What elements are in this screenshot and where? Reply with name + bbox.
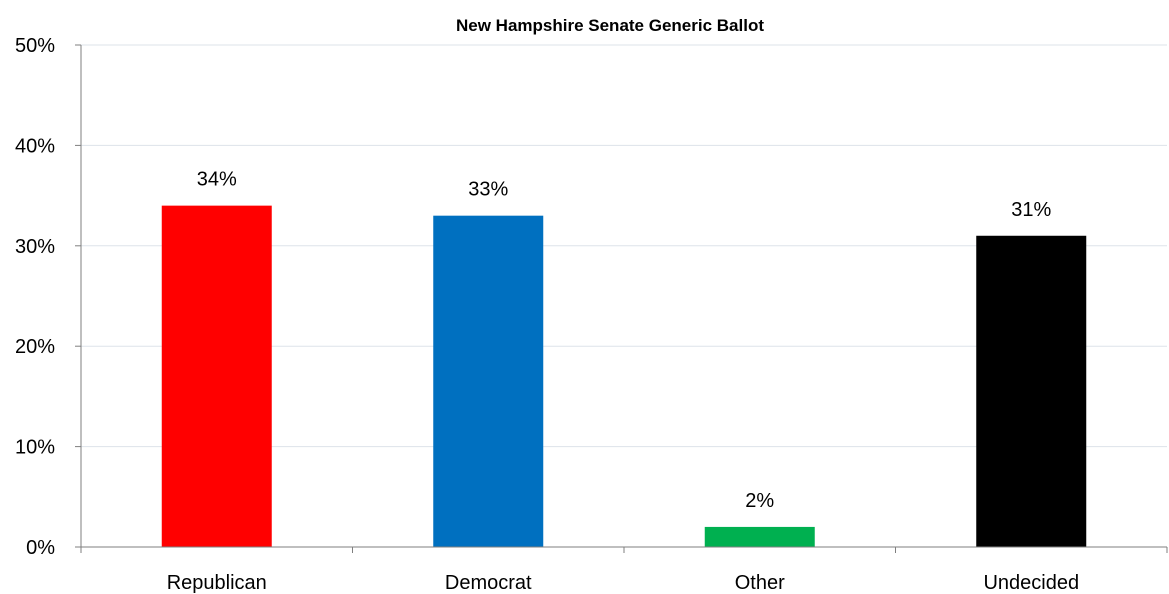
x-tick-label: Democrat xyxy=(445,572,532,594)
data-label: 34% xyxy=(197,169,237,191)
y-tick-label: 10% xyxy=(15,437,55,459)
bar-other xyxy=(704,526,815,547)
y-tick-label: 30% xyxy=(15,236,55,258)
x-tick-label: Other xyxy=(735,572,785,594)
bar-republican xyxy=(161,205,272,547)
bar-democrat xyxy=(433,215,544,547)
x-tick-label: Republican xyxy=(167,572,267,594)
y-tick-label: 0% xyxy=(26,537,55,559)
data-label: 2% xyxy=(745,490,774,512)
chart-title: New Hampshire Senate Generic Ballot xyxy=(456,16,764,35)
bar-undecided xyxy=(976,235,1087,547)
labels: 0% 10% 20% 30% 40% 50% 34% Republican 33% Democra… xyxy=(15,35,1079,594)
data-label: 31% xyxy=(1011,199,1051,221)
y-tick-label: 50% xyxy=(15,35,55,57)
axes xyxy=(75,44,1168,553)
bars xyxy=(161,205,1087,547)
data-label: 33% xyxy=(468,179,508,201)
y-tick-label: 20% xyxy=(15,336,55,358)
x-tick-label: Undecided xyxy=(983,572,1079,594)
y-tick-label: 40% xyxy=(15,135,55,157)
